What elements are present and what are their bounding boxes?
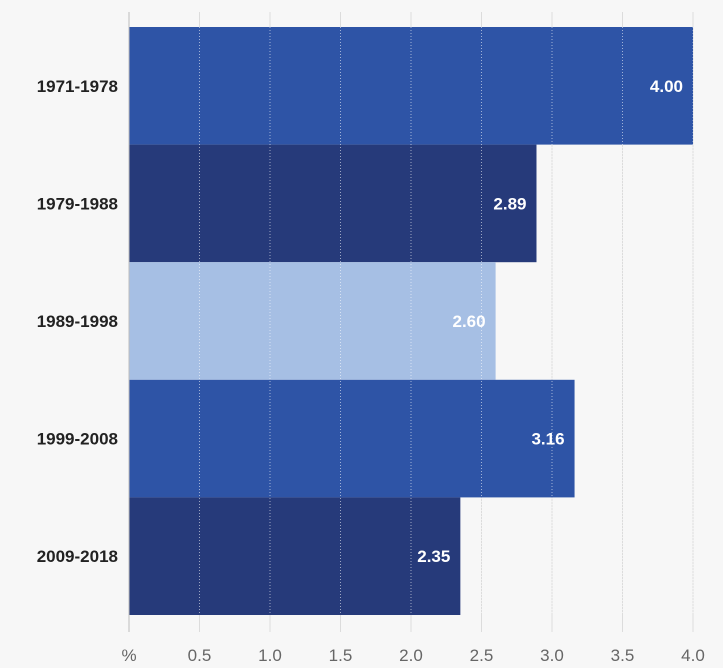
value-label: 2.89 <box>493 194 526 213</box>
bar-1989-1998[interactable] <box>129 262 496 380</box>
category-label: 2009-2018 <box>37 547 118 566</box>
overlay-layer <box>199 27 694 615</box>
category-label: 1989-1998 <box>37 312 118 331</box>
category-label: 1979-1988 <box>37 194 118 213</box>
x-tick-label: 4.0 <box>681 646 705 665</box>
x-tick-label: 2.5 <box>470 646 494 665</box>
x-tick-label: 3.0 <box>540 646 564 665</box>
label-layer: 1971-1978 1979-1988 1989-1998 1999-2008 2009… <box>37 77 705 665</box>
x-tick-label: 1.5 <box>329 646 353 665</box>
bar-1979-1988[interactable] <box>129 144 537 263</box>
value-label: 2.35 <box>417 547 450 566</box>
x-tick-label: 3.5 <box>611 646 635 665</box>
bar-1971-1978[interactable] <box>129 27 693 145</box>
x-tick-label: 0.5 <box>188 646 212 665</box>
x-tick-label: 1.0 <box>258 646 282 665</box>
value-label: 3.16 <box>531 430 564 449</box>
bar-2009-2018[interactable] <box>129 497 461 615</box>
bar-layer <box>129 27 693 615</box>
x-tick-label: % <box>121 646 136 665</box>
value-label: 2.60 <box>453 312 486 331</box>
category-label: 1999-2008 <box>37 430 118 449</box>
bar-1999-2008[interactable] <box>129 379 575 498</box>
value-label: 4.00 <box>650 77 683 96</box>
x-tick-label: 2.0 <box>399 646 423 665</box>
category-label: 1971-1978 <box>37 77 118 96</box>
